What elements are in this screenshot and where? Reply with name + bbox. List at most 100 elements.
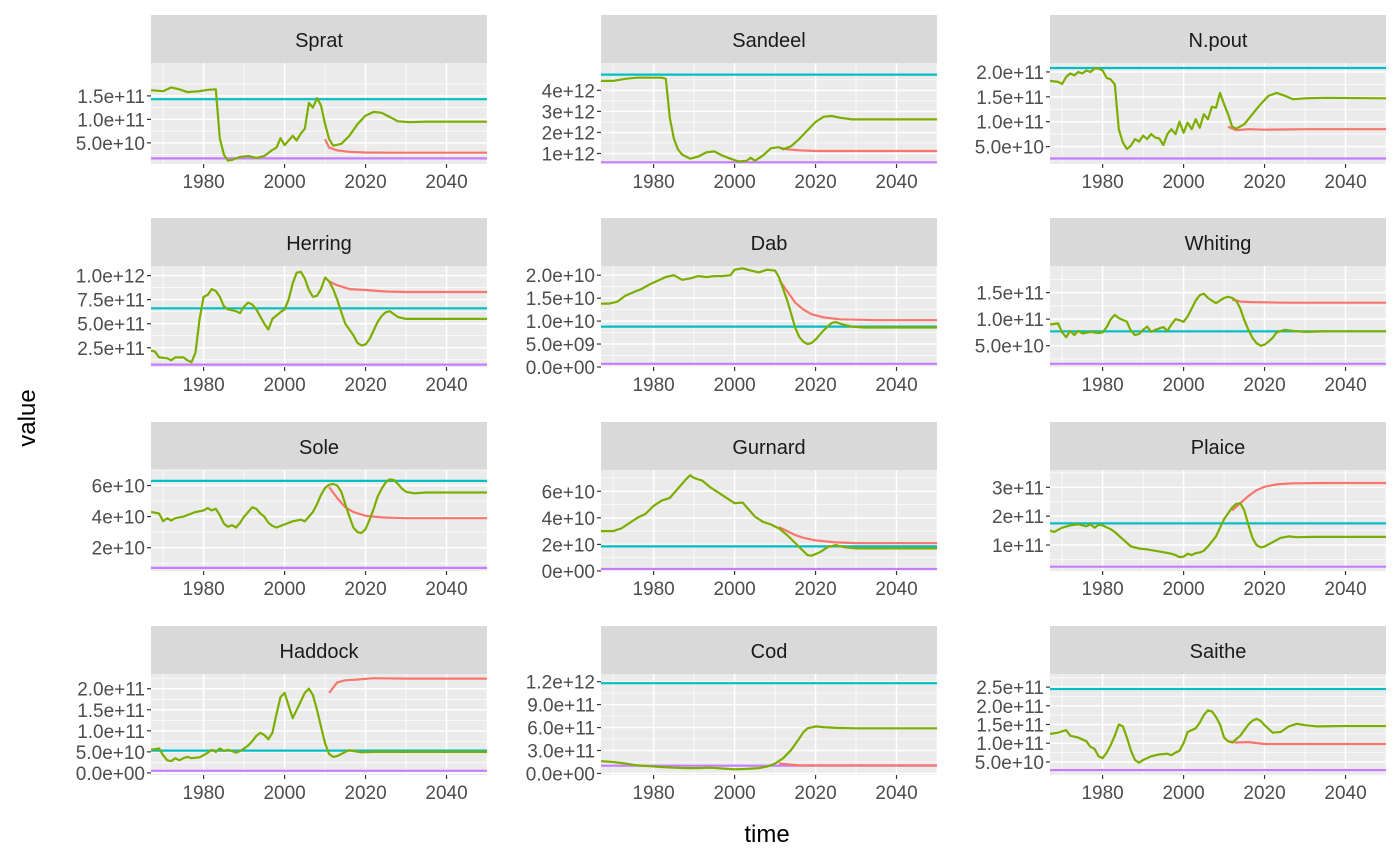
facet-title: Cod <box>751 641 788 663</box>
series-group <box>601 682 937 771</box>
facet-strip <box>1050 422 1386 470</box>
facet-strip <box>601 15 937 63</box>
series-group <box>151 478 487 569</box>
y-tick-label: 4e+12 <box>542 81 595 102</box>
plot-panel <box>151 470 487 571</box>
y-tick-label: 7.5e+11 <box>77 291 145 312</box>
facet-title: Herring <box>286 233 352 255</box>
y-tick-label: 5.0e+09 <box>526 335 595 356</box>
x-tick-label: 1980 <box>182 783 224 804</box>
plot-panel <box>601 266 937 367</box>
y-tick-label: 2e+10 <box>542 535 595 556</box>
x-tick-label: 2020 <box>794 172 836 193</box>
x-tick-label: 2040 <box>875 172 917 193</box>
series-line <box>328 280 487 294</box>
series-line <box>601 76 937 163</box>
series-line <box>1227 125 1386 132</box>
y-tick-label: 5.0e+10 <box>975 138 1044 159</box>
facet-strip <box>1050 218 1386 266</box>
y-tick-label: 1.0e+11 <box>77 722 145 743</box>
series-line <box>778 762 937 767</box>
facet-n-pout: N.pout 1980 2000 2020 2040 5.0e+10 1.0e+11 1.5e… <box>975 15 1387 193</box>
facet-strip <box>151 218 487 266</box>
facet-sandeel: Sandeel 1980 2000 2020 2040 1e+122e+123e+124e… <box>542 15 938 193</box>
x-tick-label: 2040 <box>1324 172 1366 193</box>
y-tick-label: 1.0e+11 <box>976 310 1044 331</box>
series-line <box>1050 502 1386 559</box>
facet-herring: Herring 1980 2000 2020 2040 2.5e+11 5.0e+11 7.5… <box>76 218 488 396</box>
x-tick-label: 2020 <box>344 579 386 600</box>
y-tick-label: 2.5e+11 <box>976 678 1044 699</box>
series-group <box>1050 687 1386 772</box>
series-line <box>324 138 487 154</box>
x-tick-label: 2020 <box>794 579 836 600</box>
series-line <box>1050 67 1386 151</box>
facet-title: Plaice <box>1191 437 1245 459</box>
x-tick-label: 1980 <box>182 375 224 396</box>
x-tick-label: 2000 <box>263 172 305 193</box>
series-line <box>1050 709 1386 764</box>
x-tick-label: 2000 <box>713 579 755 600</box>
x-tick-label: 2000 <box>1162 375 1204 396</box>
facet-strip <box>151 422 487 470</box>
x-tick-label: 2040 <box>1324 579 1366 600</box>
x-tick-label: 2020 <box>1243 172 1285 193</box>
series-group <box>1050 481 1386 568</box>
y-tick-label: 2.0e+11 <box>976 697 1044 718</box>
series-line <box>1231 481 1386 512</box>
x-tick-label: 1980 <box>632 172 674 193</box>
x-tick-label: 1980 <box>1081 172 1123 193</box>
facet-strip <box>151 626 487 674</box>
y-tick-label: 1.0e+12 <box>76 267 145 288</box>
y-tick-label: 2.5e+11 <box>77 339 145 360</box>
y-tick-label: 3e+12 <box>542 102 595 123</box>
x-tick-label: 2040 <box>425 579 467 600</box>
y-tick-label: 5.0e+10 <box>76 743 145 764</box>
x-tick-label: 2000 <box>713 172 755 193</box>
plot-panel <box>1050 470 1386 571</box>
facet-title: Dab <box>751 233 788 255</box>
facet-sprat: Sprat 1980 2000 2020 2040 5.0e+10 1.0e+111.5e+… <box>76 15 488 193</box>
series-line <box>151 478 487 534</box>
x-tick-label: 1980 <box>632 783 674 804</box>
series-line <box>151 687 487 763</box>
plot-panel <box>151 266 487 367</box>
y-tick-label: 5.0e+10 <box>975 753 1044 774</box>
series-group <box>601 474 937 571</box>
facet-title: Sole <box>299 437 339 459</box>
y-tick-label: 0.0e+00 <box>76 764 145 785</box>
x-tick-label: 2020 <box>794 375 836 396</box>
y-tick-label: 1.2e+12 <box>526 673 595 694</box>
x-tick-label: 2020 <box>344 783 386 804</box>
facet-plaice: Plaice 1980 2000 2020 2040 1e+11 2e+11 3e+11 <box>992 422 1387 600</box>
y-tick-label: 1.5e+11 <box>976 716 1044 737</box>
y-tick-label: 1.5e+10 <box>526 289 595 310</box>
x-tick-label: 2040 <box>875 579 917 600</box>
x-tick-label: 2000 <box>263 579 305 600</box>
series-line <box>601 267 937 346</box>
x-tick-label: 2020 <box>344 172 386 193</box>
facet-strip <box>601 626 937 674</box>
facet-strip <box>601 422 937 470</box>
x-tick-label: 2040 <box>425 783 467 804</box>
y-tick-label: 4e+10 <box>92 508 145 529</box>
y-tick-label: 1.5e+11 <box>77 87 145 108</box>
facet-cod: Cod 1980 2000 2020 2040 0.0e+003.0e+116.0e+11… <box>526 626 938 804</box>
series-line <box>1231 298 1386 304</box>
y-tick-label: 6.0e+11 <box>527 719 595 740</box>
y-tick-label: 3e+11 <box>992 478 1044 499</box>
facet-title: Sprat <box>295 30 343 52</box>
facet-sole: Sole 1980 2000 2020 2040 2e+10 4e+10 6e+10 <box>92 422 488 600</box>
y-tick-label: 2e+11 <box>992 507 1044 528</box>
plot-panel <box>1050 63 1386 164</box>
x-tick-label: 2040 <box>1324 783 1366 804</box>
y-tick-label: 6e+10 <box>542 482 595 503</box>
plot-panel <box>601 470 937 571</box>
x-tick-label: 2040 <box>875 783 917 804</box>
series-line <box>601 474 937 557</box>
y-tick-label: 5.0e+11 <box>77 315 145 336</box>
y-tick-label: 1.0e+11 <box>976 113 1044 134</box>
plot-panel <box>1050 266 1386 367</box>
x-tick-label: 2040 <box>425 172 467 193</box>
